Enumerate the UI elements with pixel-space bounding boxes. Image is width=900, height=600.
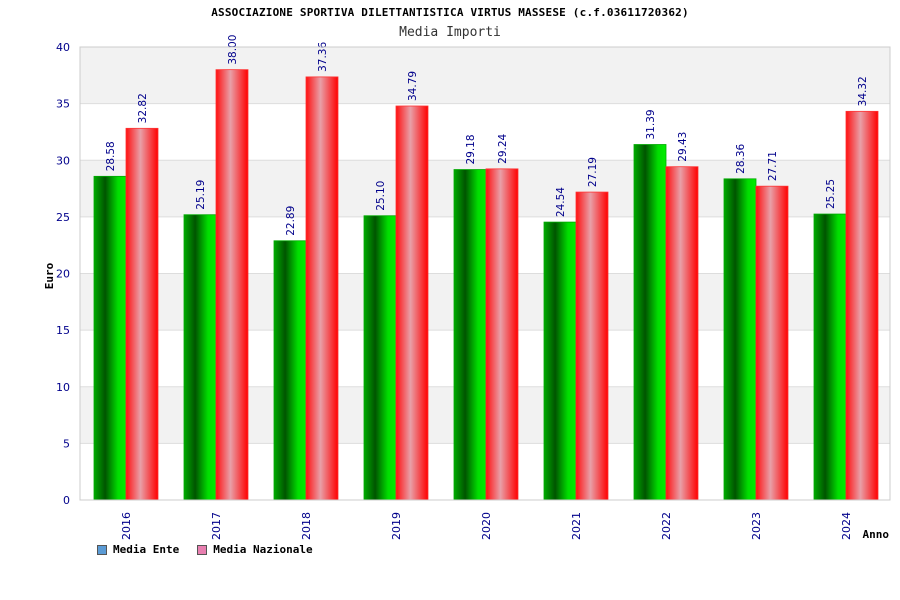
legend-item-nazionale: Media Nazionale: [197, 543, 313, 556]
bar-nazionale: [665, 166, 699, 501]
data-label: 25.25: [825, 179, 837, 209]
chart-subtitle: Media Importi: [399, 25, 501, 40]
axes: 0 5 10 15 20 25 30 35 40 2016 2017 2018 2019 2020 2021…: [43, 41, 891, 541]
data-label: 25.19: [195, 180, 207, 210]
data-label: 22.89: [285, 206, 297, 236]
bar-nazionale: [575, 191, 609, 501]
bar-ente: [93, 175, 127, 501]
data-label: 27.71: [767, 151, 779, 181]
grid-band: [80, 47, 890, 104]
y-tick-label: 5: [63, 437, 70, 450]
legend-label-ente: Media Ente: [113, 543, 180, 556]
legend: Media Ente Media Nazionale: [97, 543, 313, 556]
data-label: 34.79: [407, 71, 419, 101]
bar-ente: [633, 144, 667, 501]
bar-nazionale: [125, 127, 159, 501]
chart-title: ASSOCIAZIONE SPORTIVA DILETTANTISTICA VI…: [211, 6, 689, 19]
bar-ente: [543, 221, 577, 501]
x-tick-label: 2018: [300, 512, 313, 540]
grid-band: [80, 103, 890, 161]
y-tick-label: 10: [56, 381, 70, 394]
data-label: 38.00: [227, 35, 239, 65]
bars: [93, 69, 879, 501]
y-axis-label: Euro: [43, 262, 56, 289]
bar-ente: [363, 215, 397, 501]
data-label: 28.58: [105, 141, 117, 171]
data-label: 37.36: [317, 42, 329, 72]
legend-label-nazionale: Media Nazionale: [213, 543, 313, 556]
legend-swatch-ente: [97, 544, 107, 555]
data-label: 31.39: [645, 109, 657, 139]
y-tick-label: 15: [56, 324, 70, 337]
bar-nazionale: [215, 69, 249, 501]
x-tick-label: 2023: [750, 512, 763, 540]
bar-nazionale: [305, 76, 339, 501]
x-tick-label: 2021: [570, 512, 583, 540]
y-tick-label: 25: [56, 211, 70, 224]
bar-ente: [813, 213, 847, 501]
y-tick-label: 35: [56, 98, 70, 111]
data-label: 24.54: [555, 187, 567, 217]
data-label: 25.10: [375, 181, 387, 211]
plot-frame: [79, 46, 891, 501]
bar-ente: [183, 214, 217, 501]
data-label: 34.32: [857, 76, 869, 106]
bar-nazionale: [845, 110, 879, 501]
x-axis-label: Anno: [863, 528, 890, 541]
y-tick-label: 30: [56, 154, 70, 167]
x-tick-label: 2016: [120, 512, 133, 540]
bar-ente: [273, 240, 307, 501]
bar-nazionale: [395, 105, 429, 501]
data-label: 27.19: [587, 157, 599, 187]
y-tick-label: 0: [63, 494, 70, 507]
y-tick-label: 40: [56, 41, 70, 54]
data-labels: 28.58 32.82 25.19 38.00 22.89 37.36 25.10 34.79…: [105, 35, 869, 236]
data-label: 32.82: [137, 93, 149, 123]
data-label: 29.24: [497, 133, 509, 163]
x-tick-label: 2019: [390, 512, 403, 540]
data-label: 29.43: [677, 132, 689, 162]
bar-nazionale: [755, 185, 789, 501]
data-label: 28.36: [735, 143, 747, 173]
legend-swatch-nazionale: [197, 544, 208, 555]
y-tick-label: 20: [56, 268, 70, 281]
data-label: 29.18: [465, 134, 477, 164]
x-tick-label: 2017: [210, 512, 223, 540]
bar-ente: [723, 178, 757, 501]
bar-ente: [453, 169, 487, 501]
x-tick-label: 2024: [840, 512, 853, 540]
bar-nazionale: [485, 168, 519, 501]
x-tick-label: 2020: [480, 512, 493, 540]
x-tick-label: 2022: [660, 512, 673, 540]
legend-item-ente: Media Ente: [97, 543, 179, 556]
